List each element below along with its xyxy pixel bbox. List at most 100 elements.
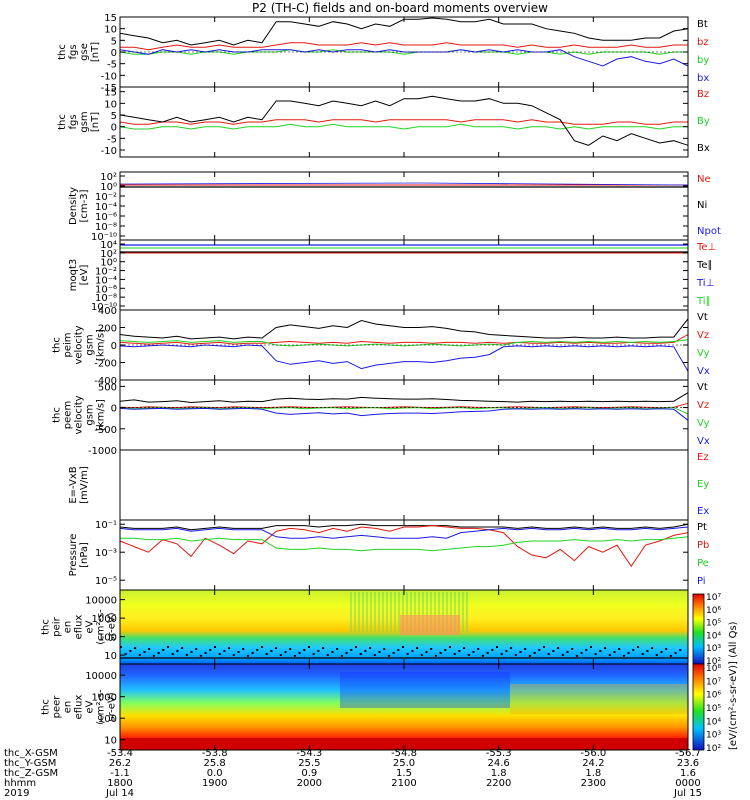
spectrogram-speck <box>510 647 513 649</box>
legend-Te∥: Te∥ <box>696 260 713 271</box>
spectrogram-streak <box>358 592 360 632</box>
series-line-Vt <box>119 392 689 404</box>
ytick-label: 10 <box>104 99 117 110</box>
spectrogram-speck <box>538 649 541 651</box>
spectrogram-streak <box>450 592 452 632</box>
ytick-label: 1000 <box>92 693 117 704</box>
ylabel-line: thc <box>40 619 51 635</box>
spectrogram-speck <box>608 654 611 656</box>
legend-bx: bx <box>697 73 709 84</box>
colorbar-tick: 10⁸ <box>706 664 721 674</box>
xaxis-tick-d: Jul 14 <box>105 788 134 799</box>
ytick-label: 500 <box>98 382 117 393</box>
spectrogram-streak <box>350 592 352 632</box>
spectrogram-speck <box>392 652 395 654</box>
spectrogram-speck <box>660 651 663 653</box>
xaxis-tick-x: -54.3 <box>296 748 322 759</box>
xaxis-tick-z: -1.1 <box>110 768 130 779</box>
legend-Pe: Pe <box>697 558 709 569</box>
legend-Vz: Vz <box>697 330 709 341</box>
xaxis-tick-z: 0.0 <box>207 768 223 779</box>
spectrogram-speck <box>364 650 367 652</box>
legend-Ni: Ni <box>697 200 707 211</box>
spectrogram-speck <box>199 655 202 657</box>
ylabel-line: eflux <box>73 695 84 720</box>
spectrogram-patch <box>340 672 510 708</box>
legend-Pi: Pi <box>697 576 706 587</box>
colorbar-lower <box>692 663 705 751</box>
spectrogram-speck <box>195 648 198 650</box>
xaxis-tick-y: 23.6 <box>677 758 699 769</box>
spectrogram-speck <box>632 649 635 651</box>
xaxis-tick-y: 24.6 <box>488 758 510 769</box>
spectrogram-speck <box>463 647 466 649</box>
spectrogram-speck <box>308 646 310 648</box>
spectrogram-speck <box>326 654 329 656</box>
spectrogram-speck <box>665 648 668 650</box>
legend-Vt: Vt <box>697 312 708 323</box>
ylabel-line: en <box>62 701 73 714</box>
ytick-label: 10⁻⁸ <box>95 222 117 233</box>
ylabel-line: [km/s] <box>95 329 106 361</box>
panel-frame <box>119 519 689 591</box>
panel-frame <box>119 449 689 521</box>
colorbar-label: [eV/(cm²-s-sr-eV)] (All Qs) <box>728 621 739 750</box>
spectrogram-streak <box>414 592 416 632</box>
spectrogram-speck <box>289 648 292 650</box>
spectrogram-speck <box>355 646 357 648</box>
panel-frame <box>119 379 689 451</box>
spectrogram-speck <box>270 650 273 652</box>
ylabel-line: thc <box>51 407 62 423</box>
ylabel-line: thc <box>57 44 68 60</box>
spectrogram-speck <box>134 647 137 649</box>
ytick-label: 10⁻⁴ <box>95 275 117 286</box>
ytick-label: 10 <box>104 651 117 662</box>
legend-Vx: Vx <box>697 366 710 377</box>
spectrogram-speck <box>491 649 494 651</box>
series-line-Bx <box>119 95 689 146</box>
ytick-label: 15 <box>104 13 117 24</box>
spectrogram-speck <box>669 655 672 657</box>
spectrogram-band <box>120 738 688 750</box>
spectrogram-streak <box>386 592 388 632</box>
ylabel-line: [nT] <box>90 42 101 62</box>
xaxis-row-label: hhmm <box>4 778 36 789</box>
legend-Ey: Ey <box>697 479 709 490</box>
spectrogram-streak <box>366 592 368 632</box>
spectrogram-speck <box>171 653 174 655</box>
ylabel-line: eV <box>84 700 95 713</box>
spectrogram-streak <box>446 592 448 632</box>
spectrogram-streak <box>370 592 372 632</box>
series-line-Pt <box>119 523 689 531</box>
spectrogram-speck <box>571 648 574 650</box>
colorbar-upper <box>692 593 705 665</box>
spectrogram-streak <box>430 592 432 632</box>
panel-e-field: E=-VxB [mV/m] Ez Ey Ex <box>68 449 709 521</box>
xaxis-tick-z: 1.5 <box>396 768 412 779</box>
ytick-label: 10⁰ <box>100 258 117 269</box>
legend-Ne: Ne <box>697 174 711 185</box>
spectrogram-speck <box>472 651 475 653</box>
spectrogram-speck <box>402 646 404 648</box>
spectrogram-speck <box>580 652 583 654</box>
series-line-Vy <box>119 339 689 347</box>
xaxis-row-label: thc_Z-GSM <box>4 768 58 779</box>
spectrogram-patch <box>510 684 688 714</box>
spectrogram-speck <box>655 654 658 656</box>
panel-frame <box>119 239 689 311</box>
legend-Ez: Ez <box>697 452 709 463</box>
spectrogram-speck <box>157 652 160 654</box>
spectrogram-speck <box>533 652 536 654</box>
spectrogram-speck <box>505 650 508 652</box>
legend-Vy: Vy <box>697 348 710 359</box>
spectrogram-streak <box>378 592 380 632</box>
legend-Ti∥: Ti∥ <box>696 296 711 307</box>
spectrogram-speck <box>120 646 122 648</box>
ytick-label: -5 <box>107 60 117 71</box>
spectrogram-speck <box>420 654 423 656</box>
ytick-label: -10 <box>101 71 117 82</box>
